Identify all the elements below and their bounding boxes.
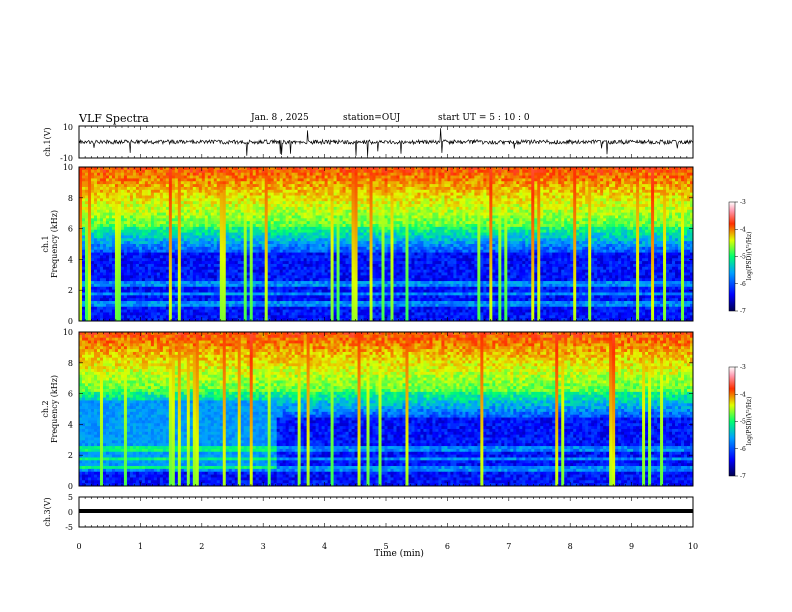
ch1-freq-ticks: 0 2 4 6 8 10: [63, 163, 693, 326]
time-axis-label: Time (min): [374, 548, 424, 559]
figure-title: VLF Spectra: [79, 112, 149, 125]
freq-tick-label: 2: [68, 286, 73, 295]
date-label: Jan. 8 , 2025: [251, 113, 309, 123]
freq-tick-label: 10: [63, 163, 73, 172]
ch1-spectrogram-panel: 0 2 4 6 8 10 ch.1 Frequency (kHz): [41, 163, 694, 326]
ch1-freq-ylabel: Frequency (kHz): [50, 210, 59, 278]
ch2-spectrogram-image: [79, 332, 693, 486]
time-tick-label: 9: [629, 542, 634, 551]
ch1-waveform-trace: [79, 128, 693, 157]
ch1-spec-label: ch.1: [41, 235, 50, 252]
ch1-spectrogram-image: [79, 167, 693, 321]
time-tick-label: 6: [445, 542, 450, 551]
ch3-ytick-mid: 0: [68, 508, 73, 517]
ch3-ylabel: ch.3(V): [43, 497, 52, 526]
ch1-ylabel: ch.1(V): [43, 127, 52, 156]
colorbar-tick-label: -3: [740, 199, 746, 206]
freq-tick-label: 4: [68, 255, 73, 264]
time-tick-label: 4: [322, 542, 327, 551]
ch3-waveform-panel: 5 0 -5 ch.3(V): [43, 493, 694, 532]
time-tick-label: 10: [688, 542, 698, 551]
ch1-colorbar: -3 -4 -5 -6 -7 log(PSD)(V²/Hz): [728, 199, 753, 315]
ch3-ytick-top: 5: [68, 493, 73, 502]
ch1-ytick-top: 10: [63, 123, 73, 132]
ch2-spectrogram-panel: 0 2 4 6 8 10 ch.2 Frequency (kHz): [41, 328, 694, 491]
ch1-colorbar-label: log(PSD)(V²/Hz): [746, 232, 753, 281]
colorbar-tick-label: -6: [740, 446, 746, 453]
freq-tick-label: 6: [68, 390, 73, 399]
freq-tick-label: 8: [68, 359, 73, 368]
time-tick-label: 8: [568, 542, 573, 551]
ch2-freq-ticks: 0 2 4 6 8 10: [63, 328, 693, 491]
ch1-ytick-bottom: -10: [60, 154, 73, 163]
freq-tick-label: 0: [68, 482, 73, 491]
ch3-waveform-trace: [79, 509, 693, 513]
colorbar-tick-label: -4: [740, 226, 746, 233]
freq-tick-label: 0: [68, 317, 73, 326]
time-tick-label: 3: [261, 542, 266, 551]
freq-tick-label: 6: [68, 225, 73, 234]
time-tick-label: 2: [199, 542, 204, 551]
colorbar-tick-label: -5: [740, 419, 746, 426]
freq-tick-label: 8: [68, 194, 73, 203]
time-tick-label: 0: [76, 542, 81, 551]
colorbar-tick-label: -4: [740, 391, 746, 398]
freq-tick-label: 10: [63, 328, 73, 337]
ch2-colorbar: -3 -4 -5 -6 -7 log(PSD)(V²/Hz): [728, 364, 753, 480]
freq-tick-label: 2: [68, 451, 73, 460]
start-time-label: start UT = 5 : 10 : 0: [438, 113, 530, 123]
ch2-freq-ylabel: Frequency (kHz): [50, 375, 59, 443]
colorbar-tick-label: -7: [740, 473, 746, 480]
time-tick-label: 5: [383, 542, 388, 551]
ch2-colorbar-label: log(PSD)(V²/Hz): [746, 397, 753, 446]
colorbar-tick-label: -5: [740, 254, 746, 261]
colorbar-tick-label: -3: [740, 364, 746, 371]
ch1-waveform-panel: 10 -10 ch.1(V): [43, 123, 694, 163]
ch3-ytick-bottom: -5: [65, 523, 73, 532]
time-tick-label: 7: [506, 542, 511, 551]
ch2-spec-label: ch.2: [41, 400, 50, 417]
freq-tick-label: 4: [68, 420, 73, 429]
time-axis: 0 1 2 3 4 5 6 7 8 9 10: [76, 126, 698, 551]
colorbar-tick-label: -6: [740, 281, 746, 288]
station-label: station=OUJ: [343, 113, 400, 123]
time-tick-label: 1: [138, 542, 143, 551]
colorbar-tick-label: -7: [740, 308, 746, 315]
